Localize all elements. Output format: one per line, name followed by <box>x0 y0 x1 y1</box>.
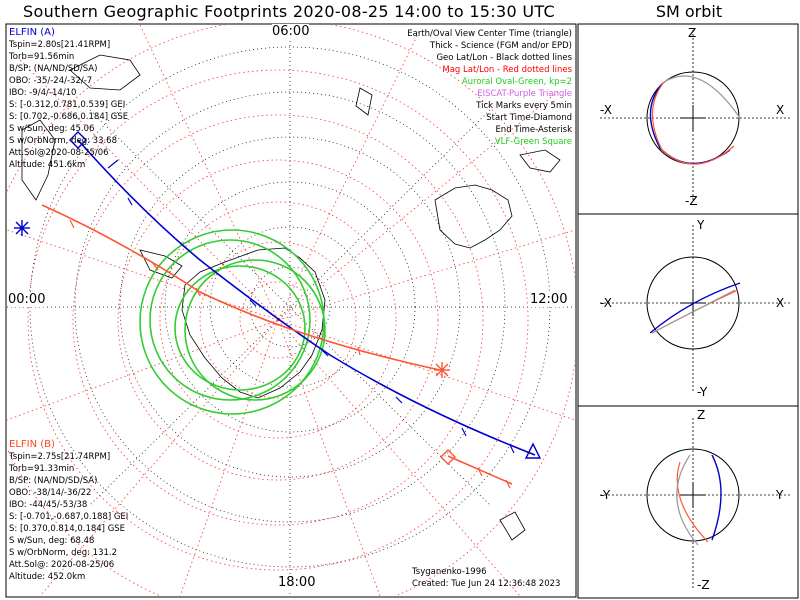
elfin-a-view-triangle <box>524 442 542 459</box>
elfin-b-line: Altitude: 452.0km <box>9 572 86 582</box>
elfin-a-line: OBO: -35/-24/-32/-7 <box>9 76 93 86</box>
legend: Earth/Oval View Center Time (triangle) T… <box>407 28 572 148</box>
elfin-a-line: Torb=91.56min <box>9 52 75 62</box>
elfin-b-line: S w/Sun, deg: 68.48 <box>9 536 95 546</box>
elfin-a-line: B/SP: (NA/ND/SD/SA) <box>9 64 98 74</box>
elfin-b-line: IBO: -44/45/-53/38 <box>9 500 88 510</box>
elfin-a-track <box>77 139 536 456</box>
sm-panel-yz <box>600 418 790 590</box>
legend-item: Mag Lat/Lon - Red dotted lines <box>442 65 572 75</box>
elfin-a-line: Altitude: 451.6km <box>9 160 86 170</box>
clock-label-top: 06:00 <box>272 24 310 39</box>
elfin-a-info: ELFIN (A) Tspin=2.80s[21.41RPM] Torb=91.… <box>9 27 128 171</box>
plot-title: Southern Geographic Footprints 2020-08-2… <box>23 2 555 21</box>
mag-grid <box>7 25 575 596</box>
sm1-bottom-label: -Z <box>685 194 698 208</box>
elfin-b-name: ELFIN (B) <box>9 439 55 450</box>
elfin-a-line: IBO: -9/4/-14/10 <box>9 88 77 98</box>
created-timestamp: Created: Tue Jun 24 12:36:48 2023 <box>412 579 561 589</box>
legend-item: Start Time-Diamond <box>486 113 572 123</box>
legend-item: Earth/Oval View Center Time (triangle) <box>407 29 572 39</box>
sm3-left-label: -Y <box>600 488 611 502</box>
elfin-b-line: S: [0.370,0.814,0.184] GSE <box>9 524 126 534</box>
elfin-b-end-asterisk <box>434 362 450 378</box>
elfin-b-line: Tspin=2.75s[21.74RPM] <box>9 452 111 462</box>
elfin-b-line: Torb=91.33min <box>9 464 75 474</box>
elfin-b-line: S w/OrbNorm, deg: 131.2 <box>9 548 118 558</box>
sm1-top-label: Z <box>688 26 697 40</box>
elfin-b-info: ELFIN (B) Tspin=2.75s[21.74RPM] Torb=91.… <box>9 439 128 583</box>
geo-grid <box>7 25 575 596</box>
legend-item: Auroral Oval-Green, kp=2 <box>461 77 572 87</box>
elfin-b-line: B/SP: (NA/ND/SD/SA) <box>9 476 98 486</box>
elfin-a-line: S: [-0.312,0.781,0.539] GEI <box>9 100 126 110</box>
legend-item: End Time-Asterisk <box>495 125 572 135</box>
sm2-right-label: X <box>776 296 785 310</box>
sm-orbit-panels <box>577 23 799 599</box>
legend-item: Thick - Science (FGM and/or EPD) <box>429 41 572 51</box>
clock-label-left: 00:00 <box>8 292 46 307</box>
elfin-a-line: Tspin=2.80s[21.41RPM] <box>9 40 111 50</box>
sm2-top-label: Y <box>697 218 705 232</box>
elfin-a-line: S w/Sun, deg: 45.06 <box>9 124 95 134</box>
elfin-a-line: S: [0.702,-0.686,0.184] GSE <box>9 112 129 122</box>
model-credit: Tsyganenko-1996 <box>412 567 487 577</box>
legend-item: Tick Marks every 5min <box>476 101 572 111</box>
elfin-a-name: ELFIN (A) <box>9 27 55 38</box>
elfin-b-ticks <box>69 219 511 489</box>
legend-item: EISCAT-Purple Triangle <box>477 89 572 99</box>
sm3-bottom-label: -Z <box>697 578 710 592</box>
sm1-right-label: X <box>776 103 785 117</box>
elfin-b-line: OBO: -38/14/-36/22 <box>9 488 92 498</box>
elfin-a-start-diamond <box>69 131 87 149</box>
sm-orbit-title: SM orbit <box>655 2 723 21</box>
continent-outlines <box>21 54 561 541</box>
clock-label-right: 12:00 <box>530 292 568 307</box>
sm2-bottom-label: -Y <box>697 385 708 399</box>
elfin-a-line: S w/OrbNorm, deg: 33.68 <box>9 136 118 146</box>
sm3-top-label: Z <box>697 408 706 422</box>
clock-label-bottom: 18:00 <box>278 575 316 590</box>
elfin-a-end-asterisk <box>14 220 30 236</box>
sm-panel-xz <box>600 30 790 200</box>
legend-item: Geo Lat/Lon - Black dotted lines <box>436 53 572 63</box>
sm3-right-label: Y <box>776 488 784 502</box>
auroral-ovals <box>139 229 326 415</box>
sm1-left-label: -X <box>600 103 612 117</box>
elfin-a-line: Att.Sol@2020-08-25/06 <box>9 148 109 158</box>
sm-panel-xy <box>600 225 790 392</box>
legend-item: VLF-Green Square <box>494 137 572 147</box>
elfin-b-line: Att.Sol@: 2020-08-25/06 <box>9 560 115 570</box>
elfin-a-ticks <box>107 159 515 454</box>
elfin-b-start-diamond <box>440 449 456 465</box>
elfin-b-line: S: [-0.701,-0.687,0.188] GEI <box>9 512 129 522</box>
sm2-left-label: -X <box>600 296 612 310</box>
